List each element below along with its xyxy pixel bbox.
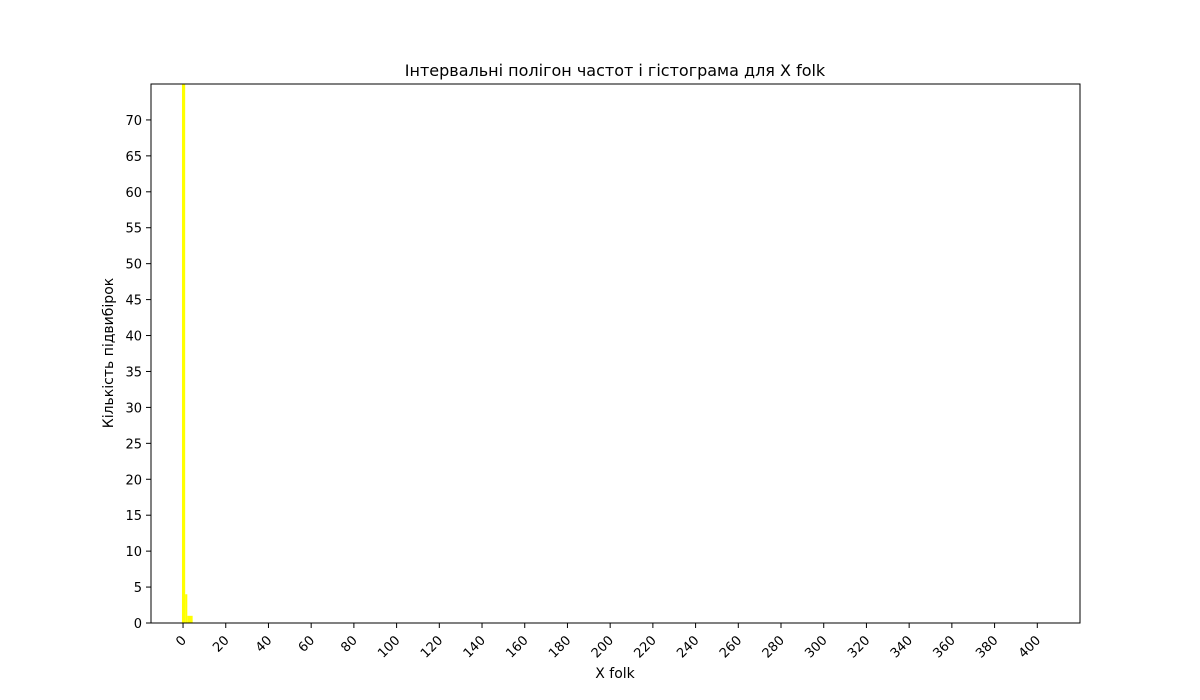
x-tick-label: 200 [589,633,617,661]
x-tick-label: 180 [546,633,574,661]
chart-title: Інтервальні полігон частот і гістограма … [405,61,826,80]
x-tick-label: 40 [253,633,275,655]
x-tick-label: 100 [375,633,403,661]
x-tick-label: 320 [845,633,873,661]
x-tick-label: 340 [888,633,916,661]
y-tick-label: 10 [125,545,142,560]
y-axis-label: Кількість підвибірок [101,278,117,428]
x-axis-label: X folk [595,666,635,682]
y-tick-label: 5 [134,581,142,596]
x-tick-label: 80 [338,633,360,655]
y-tick-label: 0 [134,617,142,632]
x-tick-label: 120 [418,633,446,661]
plot-frame [150,83,1081,624]
x-tick-label: 300 [802,633,830,661]
y-tick-label: 45 [125,294,142,309]
y-tick-label: 55 [125,222,142,237]
histogram-bar-1 [185,594,188,623]
bars-layer [181,84,193,623]
y-tick-label: 35 [125,365,142,380]
histogram-bar-2 [187,615,193,623]
x-tick-label: 400 [1016,633,1044,661]
y-tick-label: 50 [125,258,142,273]
x-tick-label: 160 [503,633,531,661]
y-tick-label: 40 [125,330,142,345]
y-tick-label: 30 [125,401,142,416]
x-tick-label: 220 [632,633,660,661]
y-tick-label: 20 [125,473,142,488]
y-tick-label: 65 [125,150,142,165]
x-axis: 0 20 40 60 80 100 120 140 160 180 200 220 240 260 280 3… [173,623,1044,661]
y-tick-label: 25 [125,437,142,452]
y-axis: 0 5 10 15 20 25 30 35 40 45 50 55 60 65 70 [125,114,151,632]
y-tick-label: 70 [125,114,142,129]
x-tick-label: 20 [210,633,232,655]
histogram-bar-0 [181,84,186,623]
x-tick-label: 260 [717,633,745,661]
x-tick-label: 280 [760,633,788,661]
x-tick-label: 360 [931,633,959,661]
x-tick-label: 240 [674,633,702,661]
x-tick-label: 60 [296,633,318,655]
y-tick-label: 60 [125,186,142,201]
x-tick-label: 140 [461,633,489,661]
x-tick-label: 0 [173,633,189,649]
x-tick-label: 380 [973,633,1001,661]
y-tick-label: 15 [125,509,142,524]
